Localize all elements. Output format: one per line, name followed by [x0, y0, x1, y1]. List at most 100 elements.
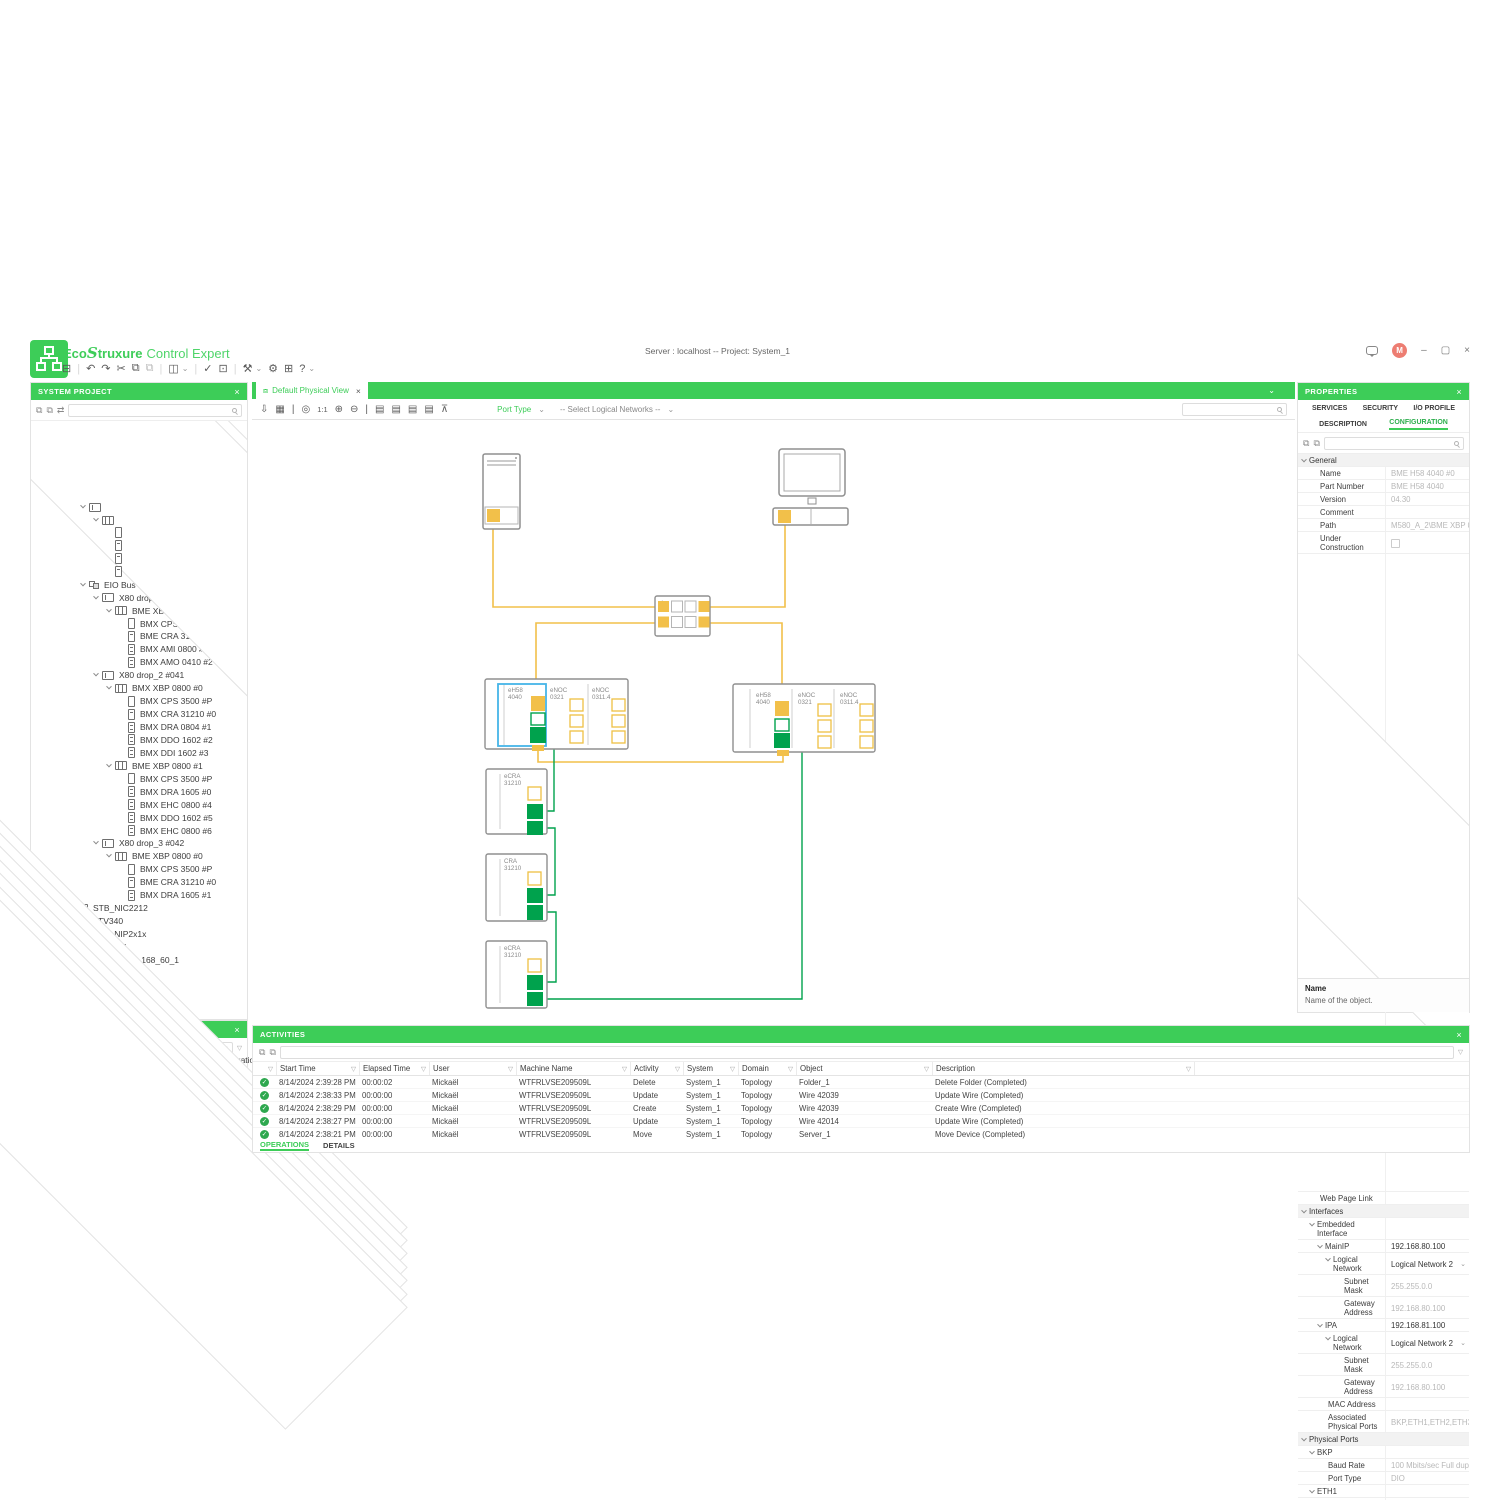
diagram-search-input[interactable]	[1183, 403, 1286, 415]
print-icon[interactable]: ⊟	[62, 363, 72, 375]
property-row[interactable]: Comment	[1298, 506, 1469, 519]
property-value-cell[interactable]: Logical Network 2 ⌄	[1386, 1332, 1469, 1353]
sync-icon[interactable]: ⇄	[56, 404, 65, 415]
tree-item[interactable]: BMX CPS 3500 #P	[31, 863, 247, 876]
port-type-dropdown[interactable]: Port Type	[497, 405, 531, 414]
minimize-button[interactable]: –	[1421, 345, 1427, 356]
tab-configuration[interactable]: CONFIGURATION	[1389, 419, 1448, 430]
rack-1[interactable]: eH58 4040 eNOC 0321 eNOC 0311.4	[484, 678, 629, 751]
workstation-device[interactable]	[772, 448, 849, 526]
drop-1[interactable]: eCRA 31210	[485, 768, 548, 835]
tab-description[interactable]: DESCRIPTION	[1319, 420, 1367, 428]
collapse-all-icon[interactable]: ⧉	[1303, 437, 1310, 448]
tab-details[interactable]: DETAILS	[323, 1141, 355, 1150]
port[interactable]	[530, 712, 546, 726]
expand-all-icon[interactable]: ⧉	[269, 1046, 276, 1057]
column-filter-icon[interactable]: ▽	[924, 1065, 929, 1073]
tree-item[interactable]: BME XBP 0800 #1	[31, 759, 247, 772]
server-port[interactable]	[487, 509, 500, 522]
port[interactable]	[777, 750, 789, 756]
tab-security[interactable]: SECURITY	[1362, 404, 1399, 412]
property-row[interactable]: Interfaces	[1298, 1205, 1469, 1218]
property-value-cell[interactable]	[1386, 532, 1469, 553]
property-value-cell[interactable]	[1386, 1446, 1469, 1458]
column-header-User[interactable]: User ▽	[429, 1062, 516, 1075]
tree-search-input[interactable]	[69, 409, 241, 421]
validate-icon[interactable]: ✓	[203, 363, 213, 375]
column-filter-icon[interactable]: ▽	[421, 1065, 426, 1073]
property-row[interactable]: Part Number BME H58 4040	[1298, 480, 1469, 493]
feedback-icon[interactable]	[1366, 346, 1379, 357]
activity-row[interactable]: ✓ 8/14/2024 2:38:21 PM 00:00:00 Mickaël WTFR…	[253, 1128, 1469, 1139]
tab-list-caret-icon[interactable]: ⌄	[1268, 386, 1275, 395]
noc-ports[interactable]	[817, 703, 874, 749]
activity-row[interactable]: ✓ 8/14/2024 2:38:33 PM 00:00:00 Mickaël WTFR…	[253, 1089, 1469, 1102]
print-view-icon[interactable]: ▤	[407, 403, 418, 415]
property-row[interactable]: Gateway Address 192.168.80.100	[1298, 1376, 1469, 1398]
collapse-all-icon[interactable]: ⧉	[259, 1046, 266, 1057]
tree-expander-icon[interactable]	[80, 580, 86, 587]
property-row[interactable]: Physical Ports	[1298, 1433, 1469, 1446]
property-row[interactable]: General	[1298, 454, 1469, 467]
port[interactable]	[532, 745, 544, 751]
column-header-Domain[interactable]: Domain ▽	[738, 1062, 796, 1075]
activities-search-input[interactable]	[280, 1051, 1453, 1063]
property-row[interactable]: Embedded Interface	[1298, 1218, 1469, 1240]
column-filter-icon[interactable]: ▽	[675, 1065, 680, 1073]
column-header-Elapsed Time[interactable]: Elapsed Time ▽	[359, 1062, 429, 1075]
close-icon[interactable]: ×	[1456, 386, 1462, 397]
property-row[interactable]: Under Construction	[1298, 532, 1469, 554]
property-row[interactable]: Name BME H58 4040 #0	[1298, 467, 1469, 480]
grid-icon[interactable]: ▦	[275, 403, 285, 415]
tree-item[interactable]: EIO Bus	[31, 578, 247, 591]
property-value[interactable]: Logical Network 2	[1391, 1259, 1453, 1269]
tree-item[interactable]: BMX CPS 3500 #P	[31, 772, 247, 785]
port[interactable]	[527, 992, 543, 1006]
toolbox-category[interactable]: Workstations & Servers	[0, 861, 408, 1430]
property-row[interactable]: Subnet Mask 255.255.0.0	[1298, 1354, 1469, 1376]
tree-item[interactable]: BMX CRA 31210 #0	[31, 708, 247, 721]
deploy-icon[interactable]: ⊡	[218, 363, 228, 375]
column-header-Machine Name[interactable]: Machine Name ▽	[516, 1062, 630, 1075]
property-value-cell[interactable]	[1386, 1485, 1469, 1497]
column-filter-icon[interactable]: ▽	[788, 1065, 793, 1073]
property-value-cell[interactable]: Logical Network 2 ⌄	[1386, 1253, 1469, 1274]
fit-view-icon[interactable]: ⊞	[284, 363, 294, 375]
tree-expander-icon[interactable]	[106, 683, 112, 690]
close-icon[interactable]: ×	[1456, 1029, 1462, 1040]
property-row[interactable]: Configuration FileAttach	[1298, 554, 1469, 1192]
settings-icon[interactable]: ⚙	[268, 363, 279, 375]
routing-switch-device[interactable]: ⇄	[654, 595, 711, 637]
tree-item[interactable]: BMX DDO 1602 #2	[31, 734, 247, 747]
copy-icon[interactable]: ⧉	[131, 362, 140, 374]
property-expander-icon[interactable]	[1301, 1435, 1307, 1442]
tab-default-physical-view[interactable]: ⧈ Default Physical View ×	[256, 382, 368, 399]
column-filter-icon[interactable]: ▽	[508, 1065, 513, 1073]
port[interactable]	[527, 975, 543, 990]
property-row[interactable]: MAC Address	[1298, 1398, 1469, 1411]
property-value-cell[interactable]	[1386, 1218, 1469, 1239]
column-filter-icon[interactable]: ▽	[730, 1065, 735, 1073]
paste-icon[interactable]: ⧉	[145, 362, 154, 374]
column-filter-icon[interactable]: ▽	[622, 1065, 627, 1073]
port[interactable]	[531, 696, 545, 711]
property-expander-icon[interactable]	[1325, 1255, 1331, 1262]
port[interactable]	[527, 905, 543, 920]
column-header-status[interactable]: ▽	[253, 1062, 276, 1075]
property-value[interactable]: Logical Network 2	[1391, 1338, 1453, 1348]
drop-3[interactable]: eCRA 31210	[485, 940, 548, 1009]
property-expander-icon[interactable]	[1309, 1448, 1315, 1455]
property-row[interactable]: Enabled	[1298, 1498, 1469, 1500]
property-expander-icon[interactable]	[1317, 1321, 1323, 1328]
undo-icon[interactable]: ↶	[86, 363, 96, 375]
port[interactable]	[527, 958, 542, 973]
tree-item[interactable]: BME CRA 31210 #0	[31, 630, 247, 643]
property-row[interactable]: Logical Network Logical Network 2 ⌄	[1298, 1332, 1469, 1354]
window-layout-icon[interactable]: ◫	[168, 363, 179, 375]
column-filter-icon[interactable]: ▽	[351, 1065, 356, 1073]
expand-all-icon[interactable]: ⧉	[1313, 437, 1320, 448]
tab-services[interactable]: SERVICES	[1312, 404, 1348, 412]
tree-item[interactable]: BMX XBP 0800 #0	[31, 682, 247, 695]
tree-item[interactable]: BMX CPS 3500 #P	[31, 695, 247, 708]
property-row[interactable]: Path M580_A_2\BME XBP 0800	[1298, 519, 1469, 532]
